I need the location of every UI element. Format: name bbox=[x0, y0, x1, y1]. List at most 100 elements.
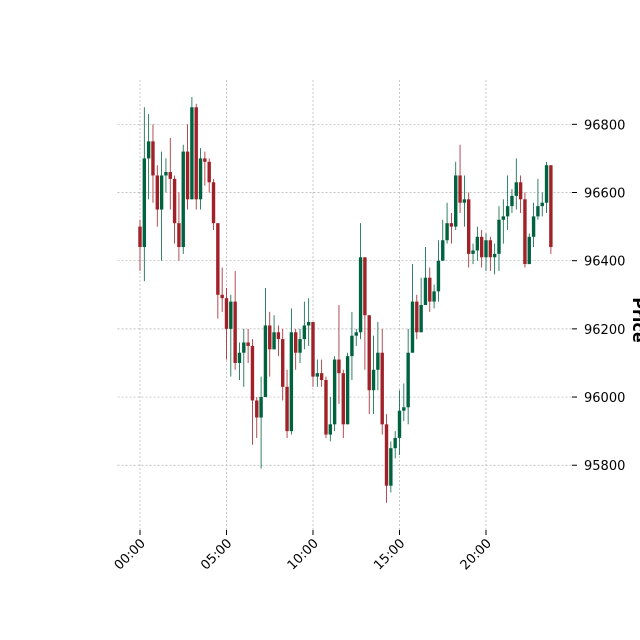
candle-body bbox=[454, 175, 458, 227]
candle-body bbox=[198, 158, 203, 200]
candle-body bbox=[363, 257, 367, 316]
candle-body bbox=[194, 107, 198, 200]
candle-body bbox=[276, 332, 281, 340]
candle-body bbox=[462, 199, 467, 203]
candle-body bbox=[255, 400, 259, 418]
candle-body bbox=[354, 332, 358, 336]
candle-body bbox=[536, 206, 540, 217]
candle-body bbox=[293, 332, 298, 353]
candle-body bbox=[315, 373, 320, 377]
candle-body bbox=[250, 345, 255, 401]
y-tick-label: 96000 bbox=[584, 391, 625, 406]
candle-body bbox=[423, 277, 428, 305]
candle-body bbox=[181, 151, 185, 248]
candle-body bbox=[233, 301, 237, 363]
candle-body bbox=[263, 325, 268, 398]
candle-body bbox=[328, 424, 332, 435]
candle-body bbox=[146, 141, 151, 159]
candle-body bbox=[441, 240, 445, 261]
candle-body bbox=[518, 182, 523, 200]
candle-body bbox=[306, 322, 311, 326]
candle-body bbox=[384, 424, 389, 486]
candle-body bbox=[415, 301, 419, 333]
candle-body bbox=[190, 107, 194, 200]
x-tick-label: 20:00 bbox=[458, 536, 495, 573]
candle-body bbox=[298, 339, 302, 353]
candle-body bbox=[207, 161, 211, 183]
candle-body bbox=[285, 386, 289, 432]
candle-body bbox=[337, 359, 341, 374]
x-tick-label: 15:00 bbox=[371, 536, 408, 573]
candle-body bbox=[488, 240, 493, 258]
candle-body bbox=[246, 342, 250, 346]
candle-body bbox=[164, 172, 168, 176]
candle-body bbox=[367, 315, 371, 391]
candle-body bbox=[341, 373, 345, 425]
candle-body bbox=[497, 219, 501, 254]
candle-body bbox=[358, 257, 363, 333]
candle-body bbox=[172, 178, 177, 224]
candle-body bbox=[371, 369, 376, 391]
candle-body bbox=[203, 158, 207, 162]
candle-body bbox=[376, 352, 380, 370]
candle-body bbox=[484, 240, 488, 258]
y-tick-label: 95800 bbox=[584, 459, 625, 474]
y-axis-label: Price bbox=[629, 297, 640, 343]
candle-body bbox=[268, 325, 272, 350]
candle-body bbox=[402, 407, 406, 411]
candle-body bbox=[549, 165, 553, 248]
candle-body bbox=[345, 356, 350, 425]
candle-body bbox=[185, 151, 190, 200]
candle-body bbox=[471, 250, 475, 254]
candle-body bbox=[406, 352, 410, 408]
x-tick-label: 00:00 bbox=[112, 536, 149, 573]
candle-body bbox=[229, 301, 233, 329]
candle-body bbox=[155, 175, 159, 210]
candle-body bbox=[432, 291, 436, 302]
candle-body bbox=[479, 236, 484, 258]
candle-body bbox=[449, 223, 454, 227]
x-tick-label: 05:00 bbox=[198, 536, 235, 573]
y-tick-label: 96400 bbox=[584, 255, 625, 270]
y-tick-label: 96600 bbox=[584, 187, 625, 202]
candle-body bbox=[237, 352, 242, 363]
candle-body bbox=[311, 322, 315, 377]
candle-body bbox=[540, 202, 544, 207]
candle-body bbox=[436, 260, 441, 292]
candle-body bbox=[159, 175, 164, 210]
candle-body bbox=[216, 223, 220, 295]
y-tick-label: 96200 bbox=[584, 323, 625, 338]
candle-body bbox=[419, 305, 423, 333]
candle-body bbox=[319, 373, 324, 380]
candle-body bbox=[458, 175, 462, 203]
candle-body bbox=[410, 301, 415, 353]
candle-body bbox=[259, 397, 263, 418]
candle-body bbox=[138, 226, 142, 248]
candle-body bbox=[142, 158, 147, 248]
candle-body bbox=[389, 448, 393, 486]
candle-body bbox=[492, 253, 497, 258]
candle-body bbox=[380, 352, 384, 425]
candle-body bbox=[272, 332, 276, 350]
candle-body bbox=[302, 325, 307, 340]
candle-body bbox=[289, 332, 294, 432]
candle-body bbox=[531, 216, 536, 237]
candle-body bbox=[523, 199, 527, 265]
candle-body bbox=[281, 339, 285, 387]
candle-body bbox=[501, 216, 506, 220]
candle-body bbox=[151, 141, 155, 176]
candle-body bbox=[510, 195, 514, 207]
candle-body bbox=[393, 437, 397, 449]
candle-body bbox=[514, 182, 518, 196]
candle-body bbox=[467, 199, 471, 254]
candle-body bbox=[428, 277, 432, 302]
candle-body bbox=[224, 298, 229, 329]
candle-body bbox=[445, 223, 449, 241]
candle-body bbox=[324, 380, 328, 435]
candle-body bbox=[242, 342, 246, 353]
candle-body bbox=[527, 236, 531, 265]
x-tick-label: 10:00 bbox=[285, 536, 322, 573]
candle-body bbox=[544, 165, 549, 203]
candle-body bbox=[332, 359, 337, 425]
